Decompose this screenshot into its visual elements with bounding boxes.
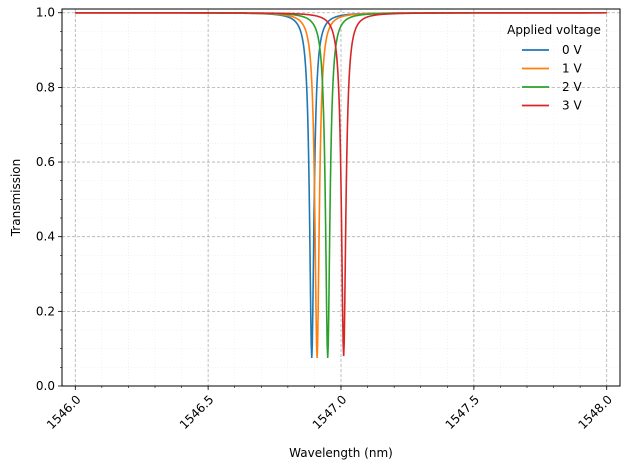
x-tick-label: 1548.0: [575, 392, 615, 432]
legend: Applied voltage 0 V 1 V 2 V 3 V: [507, 23, 601, 113]
legend-title: Applied voltage: [507, 23, 601, 37]
series-line-3v: [75, 11, 607, 357]
x-axis-label: Wavelength (nm): [289, 446, 393, 460]
legend-label: 3 V: [562, 99, 582, 113]
series-lines: [75, 11, 607, 359]
legend-label: 1 V: [562, 62, 582, 76]
y-tick-label: 0.0: [36, 379, 55, 393]
x-tick-label: 1546.0: [44, 392, 84, 432]
x-tick-label: 1547.0: [310, 392, 350, 432]
legend-label: 0 V: [562, 43, 582, 57]
y-tick-label: 0.2: [36, 304, 55, 318]
y-tick-label: 1.0: [36, 6, 55, 20]
x-tick-label: 1546.5: [177, 392, 217, 432]
y-tick-label: 0.6: [36, 155, 55, 169]
y-axis-label: Transmission: [9, 159, 23, 238]
legend-label: 2 V: [562, 80, 582, 94]
y-tick-label: 0.4: [36, 230, 55, 244]
y-tick-label: 0.8: [36, 80, 55, 94]
x-tick-label: 1547.5: [443, 392, 483, 432]
